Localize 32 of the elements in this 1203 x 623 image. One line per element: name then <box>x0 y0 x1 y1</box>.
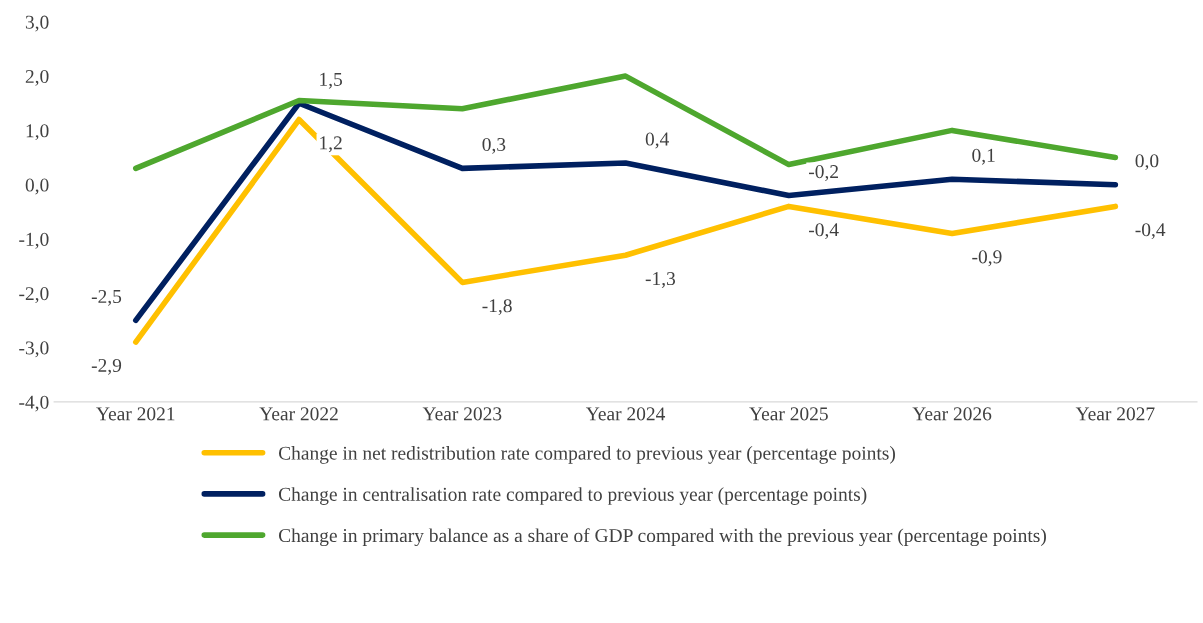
y-tick-label: -2,0 <box>19 287 49 303</box>
data-label: 1,2 <box>320 136 342 153</box>
x-tick-label: Year 2023 <box>422 407 502 421</box>
legend-label: Change in centralisation rate compared to previous year (percentage points) <box>278 487 867 505</box>
data-label: 0,0 <box>1135 154 1159 171</box>
data-label: -0,4 <box>808 223 839 240</box>
x-tick-label: Year 2024 <box>585 407 666 421</box>
data-label: -2,9 <box>91 358 122 375</box>
y-tick-label: 3,0 <box>25 15 49 32</box>
legend-label: Change in net redistribution rate compared to previous year (percentage points) <box>278 446 895 464</box>
data-label: -0,9 <box>972 250 1002 267</box>
legend-label: Change in primary balance as a share of GDP compared with the previous year (percentage points) <box>278 528 1046 547</box>
data-label: -2,5 <box>91 289 122 306</box>
data-label: 1,5 <box>320 72 343 89</box>
data-label: -1,3 <box>645 272 676 288</box>
y-tick-label: -1,0 <box>19 232 49 249</box>
y-tick-label: -3,0 <box>19 341 49 358</box>
y-tick-label: 2,0 <box>25 69 49 86</box>
data-label: -1,8 <box>482 299 512 316</box>
data-label: 0,4 <box>645 132 670 149</box>
x-tick-label: Year 2025 <box>749 407 828 421</box>
y-tick-label: 0,0 <box>25 178 49 195</box>
data-label: 0,3 <box>482 137 506 154</box>
y-tick-label: 1,0 <box>26 124 49 141</box>
data-label: -0,2 <box>808 165 838 181</box>
x-tick-label: Year 2026 <box>912 407 992 421</box>
y-tick-label: -4,0 <box>19 395 49 412</box>
data-label: -0,4 <box>1135 223 1166 240</box>
x-tick-label: Year 2022 <box>259 407 338 421</box>
x-tick-label: Year 2027 <box>1075 407 1155 421</box>
data-label: 0,1 <box>972 148 995 165</box>
x-tick-label: Year 2021 <box>96 407 175 421</box>
